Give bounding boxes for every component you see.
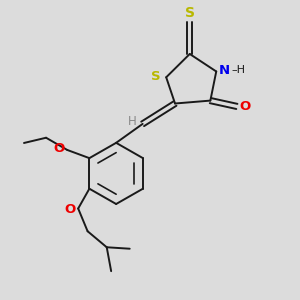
Text: S: S: [151, 70, 161, 83]
Text: O: O: [64, 203, 76, 217]
Text: N: N: [219, 64, 230, 76]
Text: –H: –H: [232, 65, 246, 75]
Text: O: O: [240, 100, 251, 113]
Text: S: S: [185, 6, 195, 20]
Text: H: H: [128, 115, 136, 128]
Text: O: O: [54, 142, 65, 155]
